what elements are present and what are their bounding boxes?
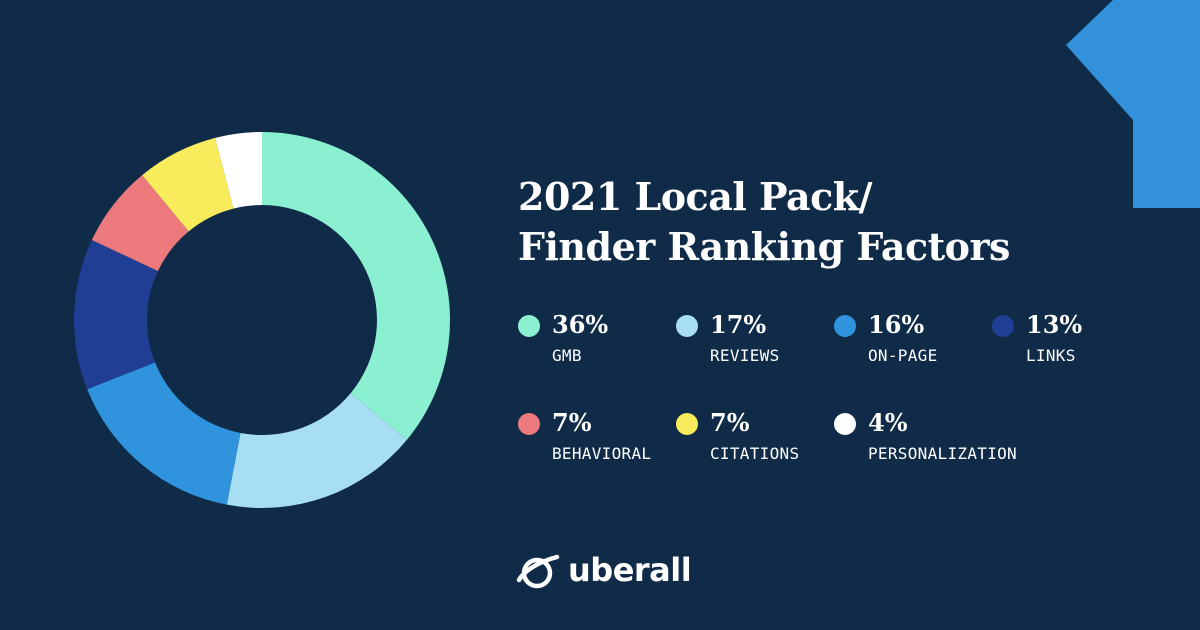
brand-name: uberall [568,551,692,589]
legend-label-citations: CITATIONS [710,444,800,463]
legend-item-personalization: 4% PERSONALIZATION [834,408,1074,468]
legend-label-links: LINKS [1026,346,1076,365]
legend-label-reviews: REVIEWS [710,346,780,365]
legend-value-citations: 7% [710,408,750,437]
legend-label-on-page: ON-PAGE [868,346,938,365]
brand-logo: uberall [516,550,716,594]
legend-swatch-links [992,315,1014,337]
legend-value-behavioral: 7% [552,408,592,437]
legend-label-personalization: PERSONALIZATION [868,444,1017,463]
legend-value-on-page: 16% [868,310,925,339]
legend-value-gmb: 36% [552,310,609,339]
legend-item-citations: 7% CITATIONS [676,408,846,468]
donut-slice-personalization [215,132,262,209]
legend-item-links: 13% LINKS [992,310,1162,370]
chart-title-line-2: Finder Ranking Factors [518,224,1010,269]
donut-slice-on-page [87,362,241,505]
legend-swatch-personalization [834,413,856,435]
legend-label-behavioral: BEHAVIORAL [552,444,652,463]
legend-value-reviews: 17% [710,310,767,339]
legend-item-reviews: 17% REVIEWS [676,310,846,370]
legend-swatch-on-page [834,315,856,337]
donut-slice-links [74,239,158,390]
legend-value-links: 13% [1026,310,1083,339]
legend-swatch-reviews [676,315,698,337]
donut-slice-gmb [262,132,450,440]
legend-swatch-gmb [518,315,540,337]
chart-title: 2021 Local Pack/ Finder Ranking Factors [518,172,1078,272]
chart-title-line-1: 2021 Local Pack/ [518,174,873,219]
planet-ring-icon [516,554,560,589]
donut-slice-reviews [226,393,407,508]
legend-item-behavioral: 7% BEHAVIORAL [518,408,688,468]
legend-swatch-citations [676,413,698,435]
donut-slice-behavioral [91,175,189,272]
legend-label-gmb: GMB [552,346,582,365]
legend-swatch-behavioral [518,413,540,435]
legend-item-on-page: 16% ON-PAGE [834,310,1004,370]
legend-item-gmb: 36% GMB [518,310,688,370]
donut-slice-citations [142,137,234,232]
legend-value-personalization: 4% [868,408,908,437]
chevron-accent-shape [1066,0,1200,208]
